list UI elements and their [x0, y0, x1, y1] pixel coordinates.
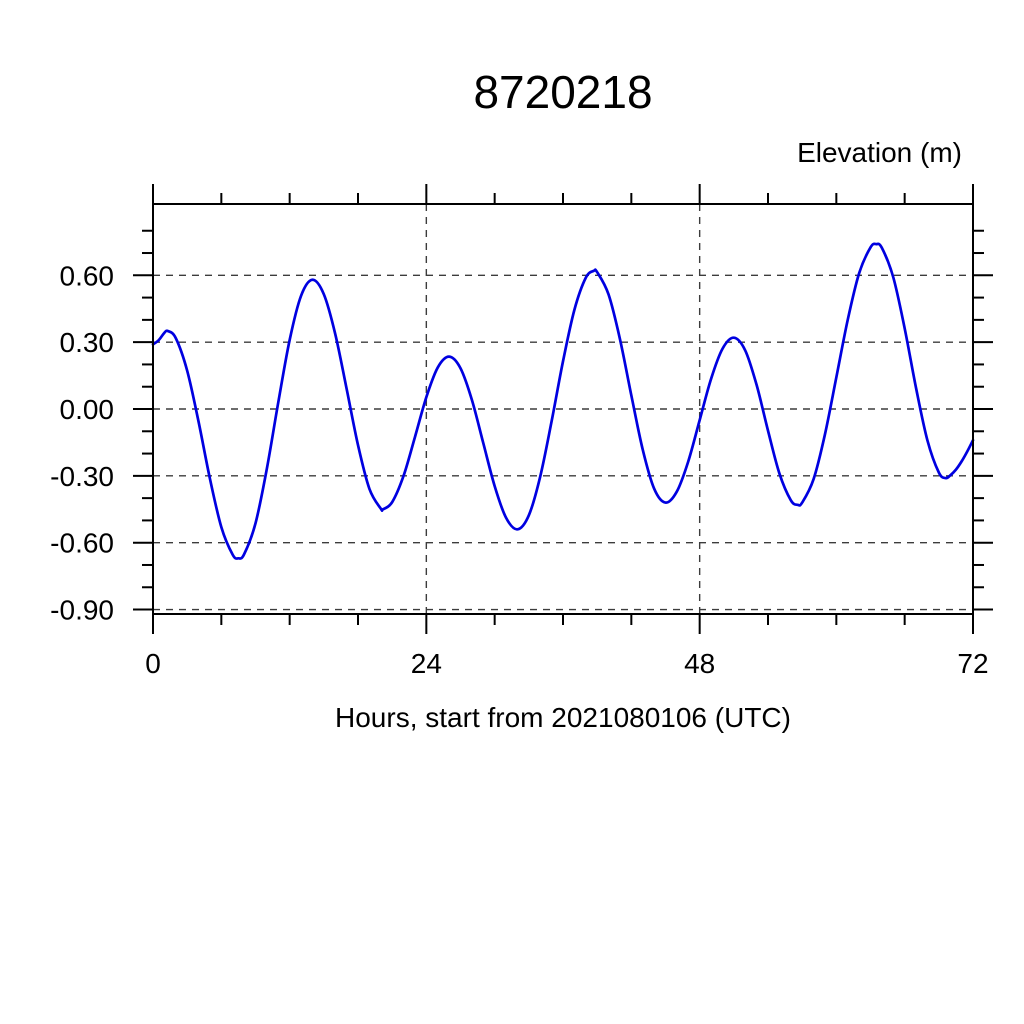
y-axis-label: Elevation (m)	[797, 137, 962, 168]
x-tick-labels: 0 24 48 72	[145, 648, 988, 679]
chart-title: 8720218	[473, 66, 652, 118]
y-tick-label: 0.60	[60, 260, 115, 291]
x-axis-label: Hours, start from 2021080106 (UTC)	[335, 702, 791, 733]
axis-ticks	[133, 184, 993, 634]
y-tick-label: -0.30	[50, 461, 114, 492]
data-curve	[151, 242, 975, 560]
x-tick-label: 48	[684, 648, 715, 679]
x-tick-label: 0	[145, 648, 161, 679]
x-tick-label: 72	[957, 648, 988, 679]
x-tick-label: 24	[411, 648, 442, 679]
y-tick-labels: 0.60 0.30 0.00 -0.30 -0.60 -0.90	[50, 260, 114, 625]
elevation-line	[151, 242, 975, 560]
y-tick-label: 0.00	[60, 394, 115, 425]
y-tick-label: 0.30	[60, 327, 115, 358]
y-tick-label: -0.60	[50, 528, 114, 559]
y-tick-label: -0.90	[50, 595, 114, 626]
